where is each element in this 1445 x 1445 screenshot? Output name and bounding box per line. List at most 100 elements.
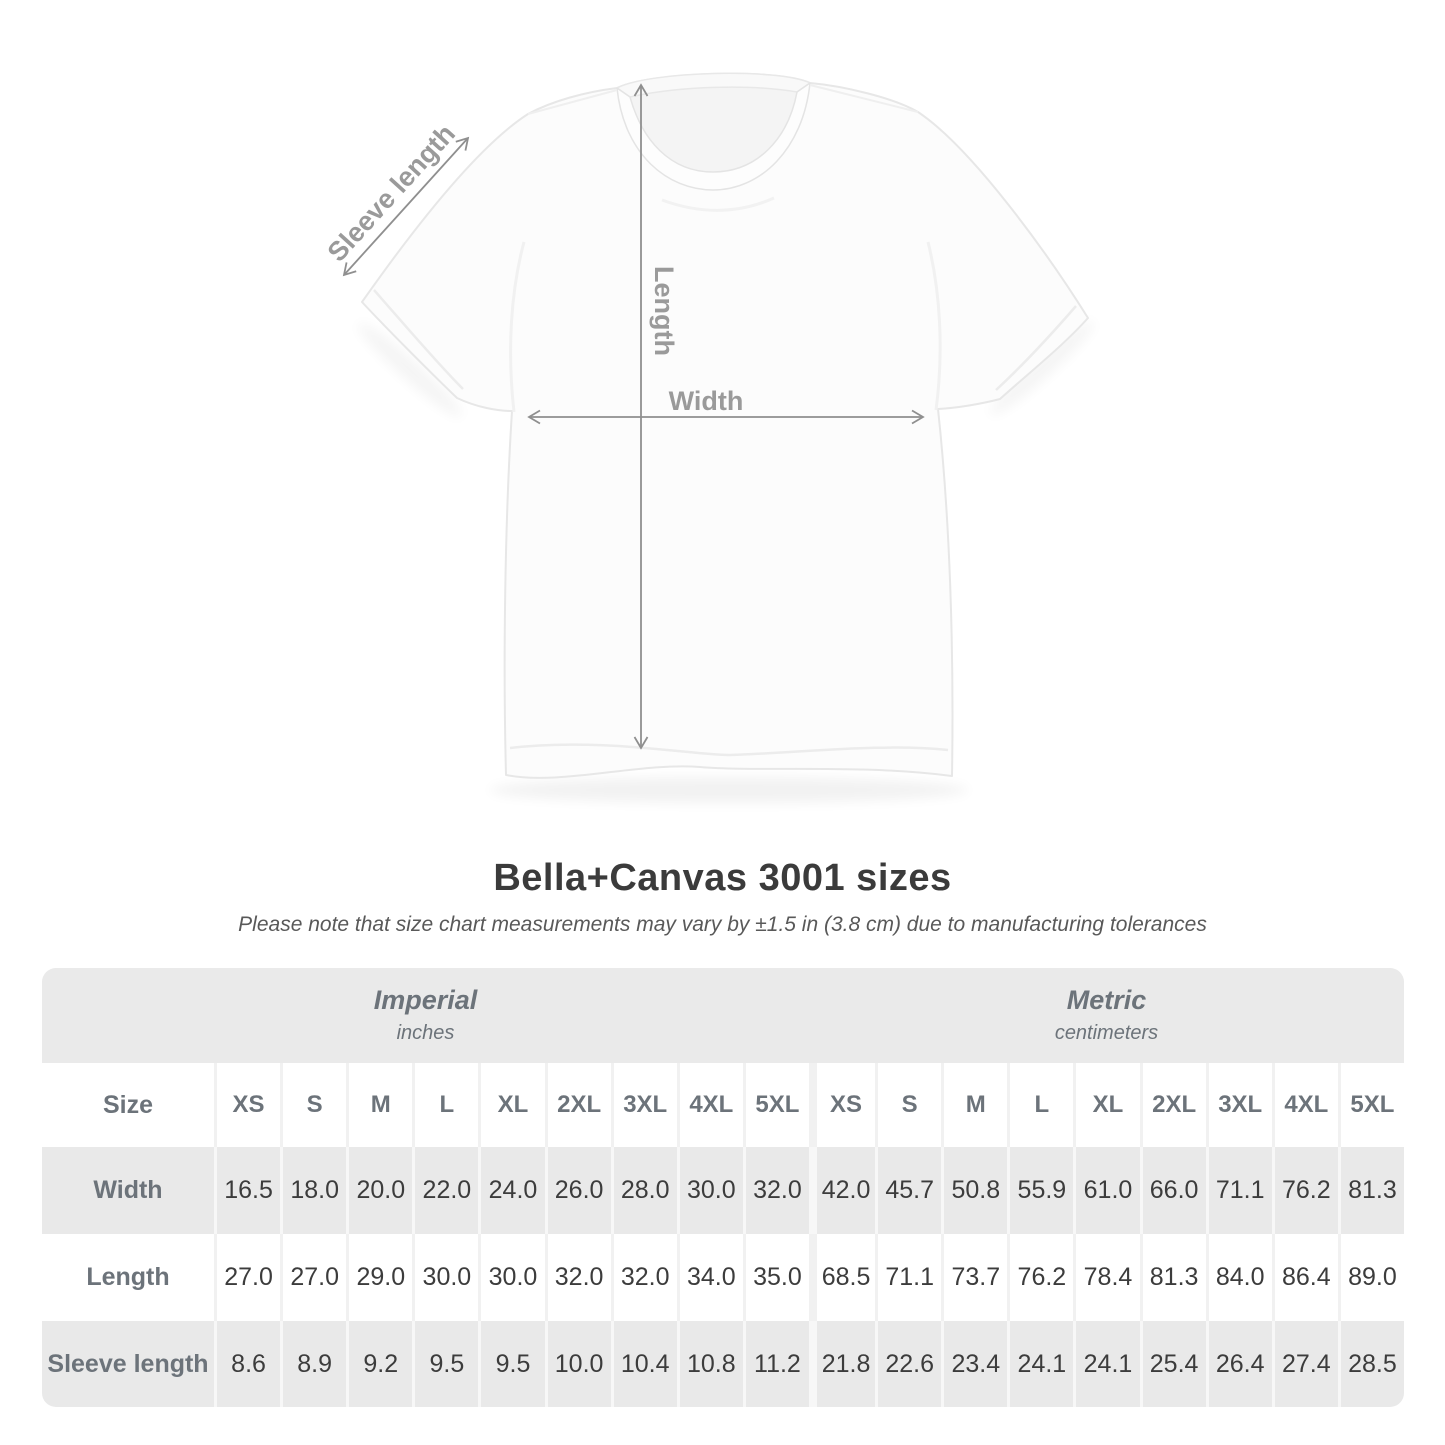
size-cell: M bbox=[346, 1063, 412, 1147]
size-cell: XL bbox=[478, 1063, 544, 1147]
value-cell: 55.9 bbox=[1007, 1147, 1073, 1234]
size-cell: XS bbox=[809, 1063, 875, 1147]
imperial-unit: inches bbox=[396, 1022, 455, 1044]
value-cell: 71.1 bbox=[875, 1234, 941, 1321]
value-cell: 24.1 bbox=[1007, 1321, 1073, 1407]
value-cell: 66.0 bbox=[1139, 1147, 1206, 1234]
metric-unit: centimeters bbox=[1054, 1022, 1159, 1044]
value-cell: 50.8 bbox=[941, 1147, 1007, 1234]
value-cell: 81.3 bbox=[1337, 1147, 1404, 1234]
value-cell: 20.0 bbox=[346, 1147, 412, 1234]
value-cell: 27.0 bbox=[280, 1234, 346, 1321]
value-cell: 23.4 bbox=[941, 1321, 1007, 1407]
value-cell: 32.0 bbox=[610, 1234, 677, 1321]
value-cell: 28.5 bbox=[1337, 1321, 1404, 1407]
size-cell: 5XL bbox=[742, 1063, 809, 1147]
value-cell: 81.3 bbox=[1139, 1234, 1206, 1321]
value-cell: 18.0 bbox=[280, 1147, 346, 1234]
size-cell: S bbox=[280, 1063, 346, 1147]
value-cell: 45.7 bbox=[875, 1147, 941, 1234]
value-cell: 84.0 bbox=[1205, 1234, 1272, 1321]
value-cell: 29.0 bbox=[346, 1234, 412, 1321]
neck-opening bbox=[630, 87, 797, 172]
value-cell: 9.2 bbox=[346, 1321, 412, 1407]
value-cell: 34.0 bbox=[676, 1234, 743, 1321]
page-title: Bella+Canvas 3001 sizes bbox=[493, 857, 952, 899]
tshirt-image bbox=[357, 72, 1095, 803]
size-cell: 3XL bbox=[610, 1063, 677, 1147]
sleeve-length-arrow bbox=[342, 136, 470, 277]
value-cell: 16.5 bbox=[214, 1147, 280, 1234]
unit-header-band: Imperial inches Metric centimeters bbox=[42, 968, 1404, 1063]
size-cell: 4XL bbox=[676, 1063, 743, 1147]
value-cell: 27.0 bbox=[214, 1234, 280, 1321]
value-cell: 78.4 bbox=[1073, 1234, 1139, 1321]
metric-section-header: Metric centimeters bbox=[809, 968, 1404, 1063]
size-cell: 3XL bbox=[1205, 1063, 1272, 1147]
size-cell: XS bbox=[214, 1063, 280, 1147]
size-table: Imperial inches Metric centimeters Size … bbox=[42, 968, 1404, 1407]
value-cell: 21.8 bbox=[809, 1321, 875, 1407]
row-label: Sleeve length bbox=[47, 1349, 209, 1378]
value-cell: 61.0 bbox=[1073, 1147, 1139, 1234]
value-cell: 27.4 bbox=[1271, 1321, 1338, 1407]
size-cell: 2XL bbox=[544, 1063, 611, 1147]
row-label: Width bbox=[93, 1176, 163, 1204]
value-cell: 22.0 bbox=[412, 1147, 478, 1234]
size-cell: L bbox=[412, 1063, 478, 1147]
table-row-length: Length 27.0 27.0 29.0 30.0 30.0 32.0 32.… bbox=[42, 1234, 1404, 1321]
size-cell: 5XL bbox=[1337, 1063, 1404, 1147]
metric-title: Metric bbox=[1066, 985, 1147, 1015]
table-row-sleeve-length: Sleeve length 8.6 8.9 9.2 9.5 9.5 10.0 1… bbox=[42, 1321, 1404, 1407]
value-cell: 10.8 bbox=[676, 1321, 743, 1407]
value-cell: 9.5 bbox=[412, 1321, 478, 1407]
value-cell: 73.7 bbox=[941, 1234, 1007, 1321]
value-cell: 30.0 bbox=[412, 1234, 478, 1321]
imperial-section-header: Imperial inches bbox=[42, 968, 809, 1063]
value-cell: 25.4 bbox=[1139, 1321, 1206, 1407]
imperial-title: Imperial bbox=[373, 985, 478, 1015]
table-row-sizes: Size XS S M L XL 2XL 3XL 4XL 5XL XS S M … bbox=[42, 1063, 1404, 1147]
value-cell: 89.0 bbox=[1337, 1234, 1404, 1321]
value-cell: 71.1 bbox=[1205, 1147, 1272, 1234]
tshirt-body bbox=[361, 72, 1089, 779]
size-cell: M bbox=[941, 1063, 1007, 1147]
value-cell: 30.0 bbox=[676, 1147, 743, 1234]
value-cell: 35.0 bbox=[742, 1234, 809, 1321]
size-cell: 2XL bbox=[1139, 1063, 1206, 1147]
row-label: Length bbox=[86, 1263, 170, 1291]
size-cell: S bbox=[875, 1063, 941, 1147]
value-cell: 8.9 bbox=[280, 1321, 346, 1407]
size-cell: XL bbox=[1073, 1063, 1139, 1147]
value-cell: 68.5 bbox=[809, 1234, 875, 1321]
value-cell: 32.0 bbox=[544, 1234, 611, 1321]
value-cell: 10.4 bbox=[610, 1321, 677, 1407]
value-cell: 11.2 bbox=[742, 1321, 809, 1407]
collar-band bbox=[616, 82, 811, 191]
measurement-arrows bbox=[342, 83, 925, 750]
value-cell: 26.0 bbox=[544, 1147, 611, 1234]
size-header: Size bbox=[102, 1090, 154, 1119]
value-cell: 24.0 bbox=[478, 1147, 544, 1234]
value-cell: 32.0 bbox=[742, 1147, 809, 1234]
size-cell: 4XL bbox=[1271, 1063, 1338, 1147]
value-cell: 76.2 bbox=[1007, 1234, 1073, 1321]
value-cell: 76.2 bbox=[1271, 1147, 1338, 1234]
value-cell: 8.6 bbox=[214, 1321, 280, 1407]
tshirt-measurement-diagram: Sleeve length Length Width bbox=[322, 72, 1095, 803]
value-cell: 28.0 bbox=[610, 1147, 677, 1234]
length-label: Length bbox=[649, 266, 679, 356]
width-label: Width bbox=[669, 386, 744, 416]
value-cell: 86.4 bbox=[1271, 1234, 1338, 1321]
value-cell: 22.6 bbox=[875, 1321, 941, 1407]
value-cell: 24.1 bbox=[1073, 1321, 1139, 1407]
value-cell: 10.0 bbox=[544, 1321, 611, 1407]
value-cell: 26.4 bbox=[1205, 1321, 1272, 1407]
page-subtitle: Please note that size chart measurements… bbox=[238, 913, 1207, 936]
value-cell: 30.0 bbox=[478, 1234, 544, 1321]
size-cell: L bbox=[1007, 1063, 1073, 1147]
table-row-width: Width 16.5 18.0 20.0 22.0 24.0 26.0 28.0… bbox=[42, 1147, 1404, 1234]
value-cell: 9.5 bbox=[478, 1321, 544, 1407]
value-cell: 42.0 bbox=[809, 1147, 875, 1234]
